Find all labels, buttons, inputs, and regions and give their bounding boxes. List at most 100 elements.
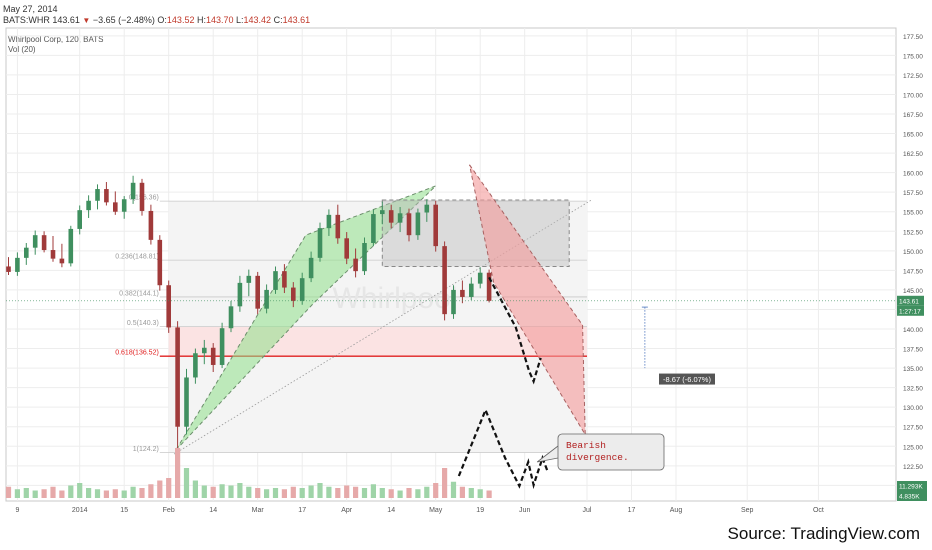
candle-body — [237, 282, 243, 307]
volume-bar — [272, 488, 279, 498]
y-tick-label: 157.50 — [903, 190, 923, 197]
last-price: 143.61 — [52, 15, 80, 25]
candle-body — [415, 212, 421, 236]
y-tick-label: 160.00 — [903, 171, 923, 178]
volume-bar — [77, 483, 83, 498]
candle-body — [32, 235, 38, 248]
candle-body — [255, 275, 260, 309]
volume-bar — [86, 488, 92, 498]
candle-body — [157, 239, 163, 286]
divergence-path — [457, 407, 549, 490]
close-value: 143.61 — [282, 15, 311, 25]
fib-level-label: 0.5(140.3) — [127, 320, 159, 327]
candle-body — [77, 210, 82, 229]
candle-body — [291, 287, 296, 301]
volume-bar — [219, 484, 225, 498]
x-tick-label: May — [429, 507, 443, 514]
volume-bar — [290, 486, 296, 498]
candle-body — [184, 377, 189, 427]
quote-line: BATS:WHR 143.61 ▼ −3.65 (−2.48%) O:143.5… — [3, 15, 310, 25]
candle-body — [41, 235, 47, 251]
volume-bar — [183, 468, 190, 498]
volume-bar — [246, 486, 252, 498]
volume-badge — [897, 481, 927, 491]
volume-bar — [148, 484, 154, 498]
y-tick-label: 175.00 — [903, 53, 923, 60]
volume-bar — [406, 488, 412, 498]
volume-badge-text: 4.835K — [899, 494, 920, 501]
volume-bar — [264, 489, 270, 498]
candle-body — [397, 213, 403, 223]
volume-bar — [192, 480, 198, 498]
y-tick-label: 165.00 — [903, 132, 923, 139]
volume-badge-text: 11.293K — [899, 484, 923, 491]
x-tick-label: 2014 — [72, 507, 88, 514]
candles — [6, 175, 492, 448]
volume-bar — [112, 489, 118, 498]
volume-bar — [228, 485, 234, 498]
volume-bar — [59, 490, 65, 498]
price-badge — [897, 295, 924, 306]
volume-badge — [897, 491, 927, 501]
candle-body — [486, 272, 492, 301]
candle-body — [371, 214, 376, 243]
volume-bar — [326, 486, 332, 498]
y-tick-label: 170.00 — [903, 92, 923, 99]
range-box — [381, 199, 570, 267]
low-value: 143.42 — [243, 15, 272, 25]
volume-bar — [166, 478, 172, 498]
red-channel — [469, 164, 586, 437]
y-tick-label: 125.00 — [903, 444, 923, 451]
volume-bar — [379, 488, 385, 498]
chart-date: May 27, 2014 — [3, 4, 58, 14]
volume-bar — [353, 486, 359, 498]
y-tick-label: 155.00 — [903, 210, 923, 217]
volume-bar — [433, 483, 439, 498]
volume-bar — [299, 488, 305, 498]
volume-bar — [139, 488, 145, 498]
candle-body — [469, 283, 474, 297]
x-tick-label: Jun — [519, 507, 530, 514]
candle-body — [317, 228, 323, 258]
volume-bar — [103, 490, 109, 498]
candle-body — [264, 289, 269, 309]
candle-body — [228, 306, 234, 329]
watermark-text: Whirlpool — [332, 282, 457, 315]
y-tick-label: 152.50 — [903, 229, 923, 236]
volume-bar — [94, 489, 101, 498]
y-tick-label: 172.50 — [903, 73, 923, 80]
x-tick-label: Oct — [813, 507, 824, 514]
high-label: H: — [196, 15, 206, 25]
volume-bar — [415, 489, 421, 498]
measure-badge — [659, 373, 715, 385]
candle-body — [193, 353, 198, 378]
y-tick-label: 130.00 — [903, 405, 923, 412]
down-arrow-icon: ▼ — [82, 16, 91, 25]
volume-bar — [468, 488, 474, 498]
y-tick-label: 132.50 — [903, 386, 923, 393]
plot-frame — [5, 27, 897, 502]
volume-bar — [388, 489, 394, 498]
source-credit: Source: TradingView.com — [727, 524, 920, 543]
green-channel — [175, 185, 437, 451]
candle-body — [477, 272, 483, 284]
candle-body — [6, 266, 11, 272]
candle-body — [362, 243, 367, 272]
low-label: L: — [236, 15, 244, 25]
candle-body — [424, 204, 430, 213]
volume-bar — [41, 489, 47, 498]
candle-body — [460, 289, 465, 297]
candle-body — [50, 250, 56, 259]
candle-body — [388, 210, 394, 223]
fib-level-label: 0.236(148.81) — [115, 254, 159, 261]
volume-bar — [361, 488, 368, 498]
y-tick-label: 137.50 — [903, 347, 923, 354]
x-tick-label: 17 — [298, 507, 306, 514]
volume-bar — [121, 490, 127, 498]
volume-bar — [424, 486, 430, 498]
candle-body — [210, 347, 216, 365]
fib-level-label: 1(124.2) — [133, 446, 159, 453]
x-tick-label: Sep — [741, 507, 754, 514]
